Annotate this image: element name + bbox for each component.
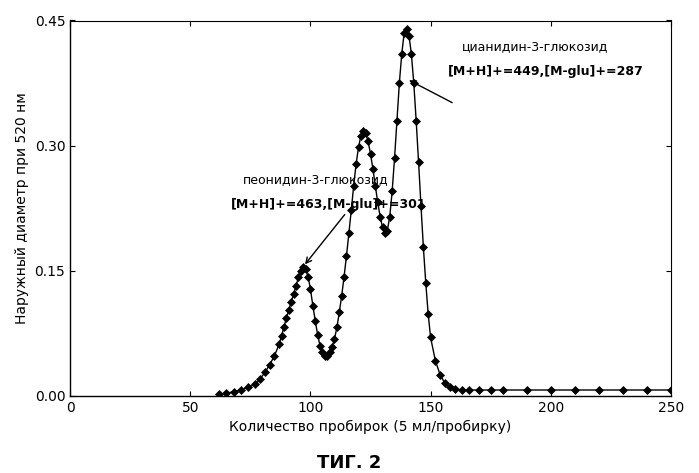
Text: цианидин-3-глюкозид: цианидин-3-глюкозид	[462, 40, 608, 53]
Text: ΤИГ. 2: ΤИГ. 2	[317, 454, 382, 472]
Text: пеонидин-3-глюкозид: пеонидин-3-глюкозид	[243, 173, 389, 186]
Text: [M+H]+=449,[M-glu]+=287: [M+H]+=449,[M-glu]+=287	[447, 65, 643, 78]
Y-axis label: Наружный диаметр при 520 нм: Наружный диаметр при 520 нм	[15, 92, 29, 324]
X-axis label: Количество пробирок (5 мл/пробирку): Количество пробирок (5 мл/пробирку)	[229, 420, 512, 434]
Text: [M+H]+=463,[M-glu]+=301: [M+H]+=463,[M-glu]+=301	[231, 198, 427, 211]
